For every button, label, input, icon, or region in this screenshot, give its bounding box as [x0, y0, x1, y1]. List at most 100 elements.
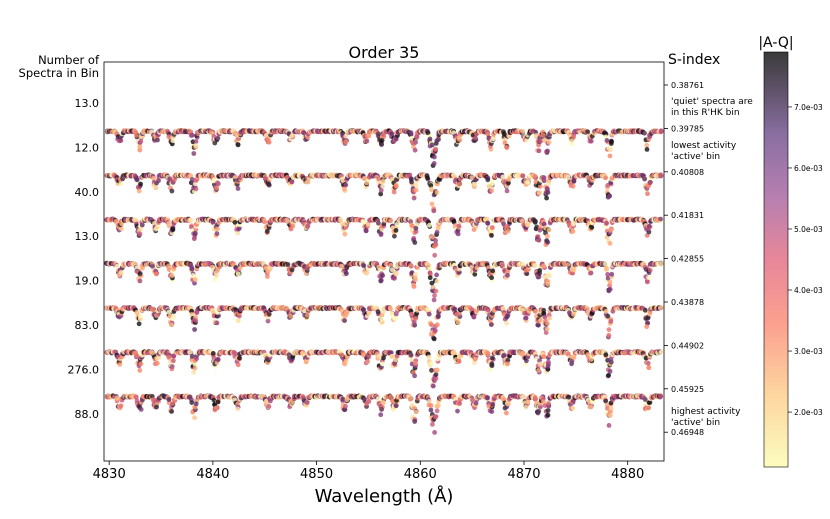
spectrum-point [193, 143, 199, 149]
spectrum-point [607, 286, 613, 292]
spectrum-point [541, 263, 547, 269]
spectrum-point [192, 232, 198, 237]
spectrum-point [188, 217, 194, 223]
spectrum-point [525, 179, 531, 185]
spectrum-point [608, 227, 614, 233]
spectrum-point [431, 161, 437, 166]
spectrum-point [380, 273, 385, 278]
spectrum-point [607, 193, 612, 199]
spectrum-point [472, 181, 478, 187]
spectrum-point [166, 309, 172, 315]
spectrum-point [532, 173, 538, 179]
spectrum-point [646, 223, 652, 229]
spectrum-point [588, 270, 594, 276]
spectrum-point [215, 135, 221, 141]
spectrum-point [427, 275, 433, 281]
spectrum-point [413, 225, 419, 231]
spectrum-point [432, 293, 437, 298]
spectrum-point [434, 272, 439, 278]
spectrum-point [607, 279, 613, 285]
spectrum-point [524, 138, 530, 143]
spectrum-point [569, 141, 574, 147]
spectrum-point [411, 195, 417, 201]
spectrum-point [432, 154, 437, 160]
spectrum-point [133, 217, 138, 223]
spectrum-point [378, 231, 384, 237]
spectrum-point [344, 271, 349, 276]
spectrum-point [136, 321, 142, 327]
spectrum-point [504, 188, 510, 194]
spectrum-point [169, 188, 175, 194]
spectrum-point [170, 226, 176, 232]
spectrum-point [388, 218, 394, 224]
spectrum-point [602, 261, 608, 267]
spectrum-point [392, 275, 397, 281]
spectrum-point [215, 226, 221, 232]
spectrum-point [500, 262, 505, 268]
spectrum-point [431, 208, 437, 214]
spectrum-point [432, 252, 438, 258]
spectrum-point [489, 225, 495, 230]
left-axis-title-line2: Spectra in Bin [19, 66, 99, 80]
spectrum-point [364, 138, 370, 144]
spectrum-point [433, 238, 438, 243]
spectrum-point [236, 271, 241, 277]
spectrum-point [431, 297, 437, 303]
spectrum-point [473, 135, 478, 141]
spectrum-point [457, 181, 462, 187]
spectrum-point [489, 275, 494, 281]
spectrum-point [429, 201, 435, 207]
spectrum-point [392, 233, 397, 239]
scatter-points [104, 128, 664, 435]
spectrum-point [500, 174, 506, 180]
spectrum-point [607, 153, 613, 159]
spectrum-point [608, 147, 613, 153]
spectrum-point [380, 183, 386, 189]
spectrum-point [214, 231, 220, 237]
spectrum-point [214, 185, 220, 191]
spectrum-point [266, 181, 272, 187]
spectrum-point [604, 220, 609, 226]
spectrum-point [413, 183, 419, 188]
spectrum-point [434, 229, 440, 235]
spectrum-point [413, 187, 419, 193]
spectrum-point [265, 318, 271, 324]
spectrum-point [155, 137, 160, 143]
spectrum-point [545, 239, 551, 245]
spectrum-point [642, 176, 647, 182]
spectrum-point [153, 271, 159, 277]
spectrum-point [361, 263, 367, 269]
spectrum-point [588, 138, 594, 144]
spectrum-point [191, 236, 197, 242]
spectrum-point [532, 263, 538, 268]
spectrum-point [265, 274, 270, 279]
spectrum-point [603, 175, 608, 181]
spectrum-point [363, 228, 369, 234]
spectrum-point [545, 233, 550, 239]
spectrum-point [485, 177, 491, 183]
spectrum-point [505, 273, 510, 278]
spectrum-point [235, 142, 241, 147]
spectrum-point [118, 181, 124, 187]
spectrum-point [501, 221, 506, 227]
spectrum-point [169, 322, 175, 328]
spectrum-point [546, 139, 552, 145]
spectrum-point [119, 226, 124, 232]
spectrum-point [435, 225, 441, 231]
spectrum-point [544, 195, 549, 201]
spectrum-point [536, 237, 542, 243]
spectrum-point [170, 316, 176, 321]
spectrum-point [339, 263, 345, 269]
spectrum-point [647, 180, 653, 186]
spectrum-point [413, 139, 418, 145]
spectrum-point [658, 172, 664, 178]
spectrum-point [533, 129, 539, 135]
spectrum-point [490, 268, 496, 274]
spectrum-point [427, 270, 433, 276]
spectrum-point [170, 138, 176, 144]
spectrum-point [609, 271, 615, 277]
spectrum-point [644, 142, 650, 148]
spectrum-point [393, 184, 399, 189]
chart-title: Order 35 [349, 43, 420, 62]
